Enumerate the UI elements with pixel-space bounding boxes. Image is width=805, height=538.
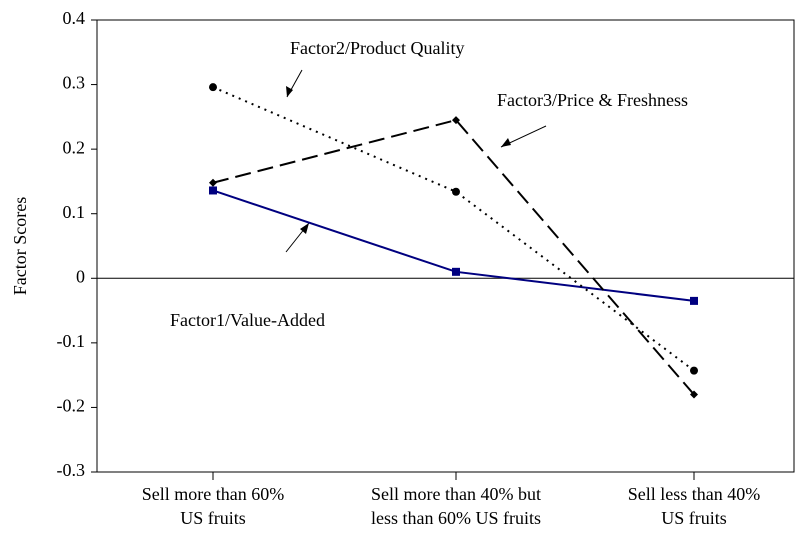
arrow-head	[300, 223, 309, 234]
y-axis-label: Factor Scores	[10, 197, 30, 295]
marker	[452, 116, 460, 125]
plot-frame	[96, 19, 795, 473]
marker	[209, 178, 217, 187]
annotation: Factor1/Value-Added	[170, 310, 325, 330]
y-tick-label: 0	[76, 266, 85, 286]
marker	[452, 267, 460, 276]
marker	[690, 366, 698, 375]
annotation: Factor3/Price & Freshness	[497, 90, 688, 110]
arrow-head	[286, 86, 293, 97]
marker	[209, 83, 217, 92]
arrow-head	[501, 138, 511, 147]
y-tick-label: -0.1	[57, 331, 86, 351]
annotation: Factor2/Product Quality	[290, 38, 464, 58]
y-tick-label: 0.3	[63, 73, 86, 93]
y-tick-label: -0.3	[57, 460, 86, 480]
y-tick-label: -0.2	[57, 396, 86, 416]
series-line	[212, 118, 695, 396]
x-tick-label: Sell less than 40% US fruits	[628, 484, 761, 528]
series-line	[212, 86, 695, 372]
marker	[209, 186, 217, 195]
marker	[452, 187, 460, 196]
y-tick-label: 0.2	[63, 137, 86, 157]
y-tick-label: 0.1	[63, 202, 86, 222]
y-tick-label: 0.4	[63, 8, 86, 28]
x-tick-label: Sell more than 60% US fruits	[142, 484, 284, 528]
marker	[690, 296, 698, 305]
series-line	[212, 189, 695, 302]
marker	[690, 390, 698, 399]
x-tick-label: Sell more than 40% but less than 60% US f…	[371, 484, 541, 528]
